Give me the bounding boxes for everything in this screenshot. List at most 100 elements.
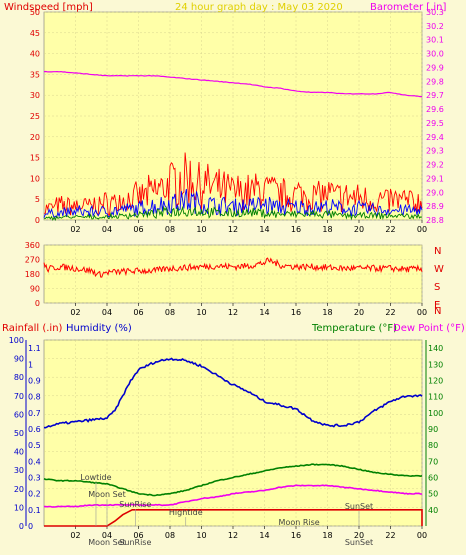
- y-tick-label: 29.8: [426, 77, 444, 86]
- y-tick-label: 120: [428, 376, 443, 385]
- compass-n-top: N: [434, 246, 441, 257]
- x-tick-label: 16: [291, 308, 301, 317]
- y-tick-label: 29.1: [426, 174, 444, 183]
- x-tick-label: 02: [70, 531, 80, 540]
- graph-title: 24 hour graph day : May 03 2020: [175, 2, 343, 13]
- y-tick-label: 40: [14, 448, 24, 457]
- y-tick-label: 0: [28, 522, 33, 531]
- series-humidity: [43, 357, 423, 429]
- x-tick-label: 04: [102, 531, 112, 540]
- y-tick-label: 40: [30, 50, 40, 59]
- y-tick-label: 28.9: [426, 202, 444, 211]
- y-tick-label: 15: [30, 154, 40, 163]
- y-tick-label: 29.4: [426, 133, 444, 142]
- y-tick-label: 10: [30, 174, 40, 183]
- y-tick-label: 30.3: [426, 8, 444, 17]
- y-tick-label: 30.1: [426, 36, 444, 45]
- event-label: Hightide: [169, 508, 203, 517]
- x-tick-label: 02: [70, 308, 80, 317]
- y-tick-label: 35: [30, 70, 40, 79]
- x-tick-label: 22: [385, 225, 395, 234]
- y-tick-label: 80: [14, 373, 24, 382]
- y-tick-label: 100: [428, 409, 443, 418]
- event-label: Moon Set: [88, 490, 125, 499]
- y-tick-label: 0.4: [28, 457, 41, 466]
- y-tick-label: 0.6: [28, 425, 41, 434]
- y-tick-label: 70: [14, 392, 24, 401]
- x-tick-label: 06: [133, 225, 143, 234]
- y-tick-label: 0.7: [28, 409, 41, 418]
- y-tick-label: 29.6: [426, 105, 444, 114]
- x-tick-label: 10: [196, 225, 206, 234]
- x-tick-label: 20: [354, 225, 364, 234]
- compass-e: E: [434, 300, 440, 311]
- y-tick-label: 45: [30, 29, 40, 38]
- series-wind-average: [43, 188, 423, 219]
- y-tick-label: 30.2: [426, 22, 444, 31]
- y-tick-label: 90: [428, 425, 438, 434]
- y-tick-label: 70: [428, 457, 438, 466]
- x-tick-label: 00: [417, 531, 427, 540]
- y-tick-label: 0.2: [28, 490, 41, 499]
- y-tick-label: 0.5: [28, 441, 41, 450]
- y-tick-label: 30.0: [426, 50, 444, 59]
- bottom-event-label: SunRise: [119, 538, 151, 547]
- y-tick-label: 90: [14, 355, 24, 364]
- x-tick-label: 04: [102, 225, 112, 234]
- dewpoint-axis-title: Dew Point (°F): [393, 323, 465, 334]
- y-tick-label: 40: [428, 506, 438, 515]
- y-tick-label: 80: [428, 441, 438, 450]
- y-tick-label: 130: [428, 360, 443, 369]
- x-tick-label: 18: [322, 225, 332, 234]
- x-tick-label: 00: [417, 225, 427, 234]
- y-tick-label: 60: [14, 410, 24, 419]
- barometer-axis-title: Barometer [.in]: [370, 2, 446, 13]
- compass-s: S: [434, 282, 440, 293]
- x-tick-label: 08: [165, 531, 175, 540]
- x-tick-label: 00: [417, 308, 427, 317]
- y-tick-label: 0: [35, 216, 40, 225]
- axis-layer: 02 04 06 08 10 12 14 16 18 20 22 000510152025303540…: [9, 8, 444, 540]
- y-tick-label: 29.2: [426, 161, 444, 170]
- x-tick-label: 08: [165, 225, 175, 234]
- series-temperature: [43, 463, 423, 497]
- event-label: SunSet: [345, 502, 373, 511]
- y-tick-label: 10: [14, 503, 24, 512]
- x-tick-label: 06: [133, 531, 143, 540]
- compass-w: W: [434, 264, 444, 275]
- bottom-event-label: SunSet: [345, 538, 373, 547]
- x-tick-label: 12: [228, 225, 238, 234]
- series-barometer: [43, 70, 422, 98]
- rainfall-axis-title: Rainfall (.in): [2, 323, 63, 334]
- event-label: SunRise: [119, 500, 151, 509]
- x-tick-label: 18: [322, 531, 332, 540]
- x-tick-label: 14: [259, 308, 269, 317]
- x-tick-label: 18: [322, 308, 332, 317]
- windspeed-axis-title: Windspeed [mph]: [4, 2, 93, 13]
- y-tick-label: 270: [25, 256, 40, 265]
- y-tick-label: 140: [428, 344, 443, 353]
- y-tick-label: 30: [30, 91, 40, 100]
- x-tick-label: 08: [165, 308, 175, 317]
- y-tick-label: 29.7: [426, 91, 444, 100]
- y-tick-label: 28.8: [426, 216, 444, 225]
- y-tick-label: 50: [428, 490, 438, 499]
- y-tick-label: 20: [30, 133, 40, 142]
- x-tick-label: 10: [196, 531, 206, 540]
- y-tick-label: 90: [30, 285, 40, 294]
- y-tick-label: 0.1: [28, 506, 41, 515]
- temperature-axis-title: Temperature (°F): [311, 323, 397, 334]
- x-tick-label: 12: [228, 308, 238, 317]
- y-tick-label: 180: [25, 270, 40, 279]
- y-tick-label: 0.9: [28, 376, 41, 385]
- y-tick-label: 0: [19, 522, 24, 531]
- compass-labels: N W S E N: [434, 246, 444, 317]
- y-tick-label: 50: [14, 429, 24, 438]
- y-tick-label: 360: [25, 241, 40, 250]
- humidity-axis-title: Humidity (%): [66, 323, 132, 334]
- compass-n-bottom: N: [434, 306, 441, 317]
- y-tick-label: 110: [428, 393, 443, 402]
- x-tick-label: 06: [133, 308, 143, 317]
